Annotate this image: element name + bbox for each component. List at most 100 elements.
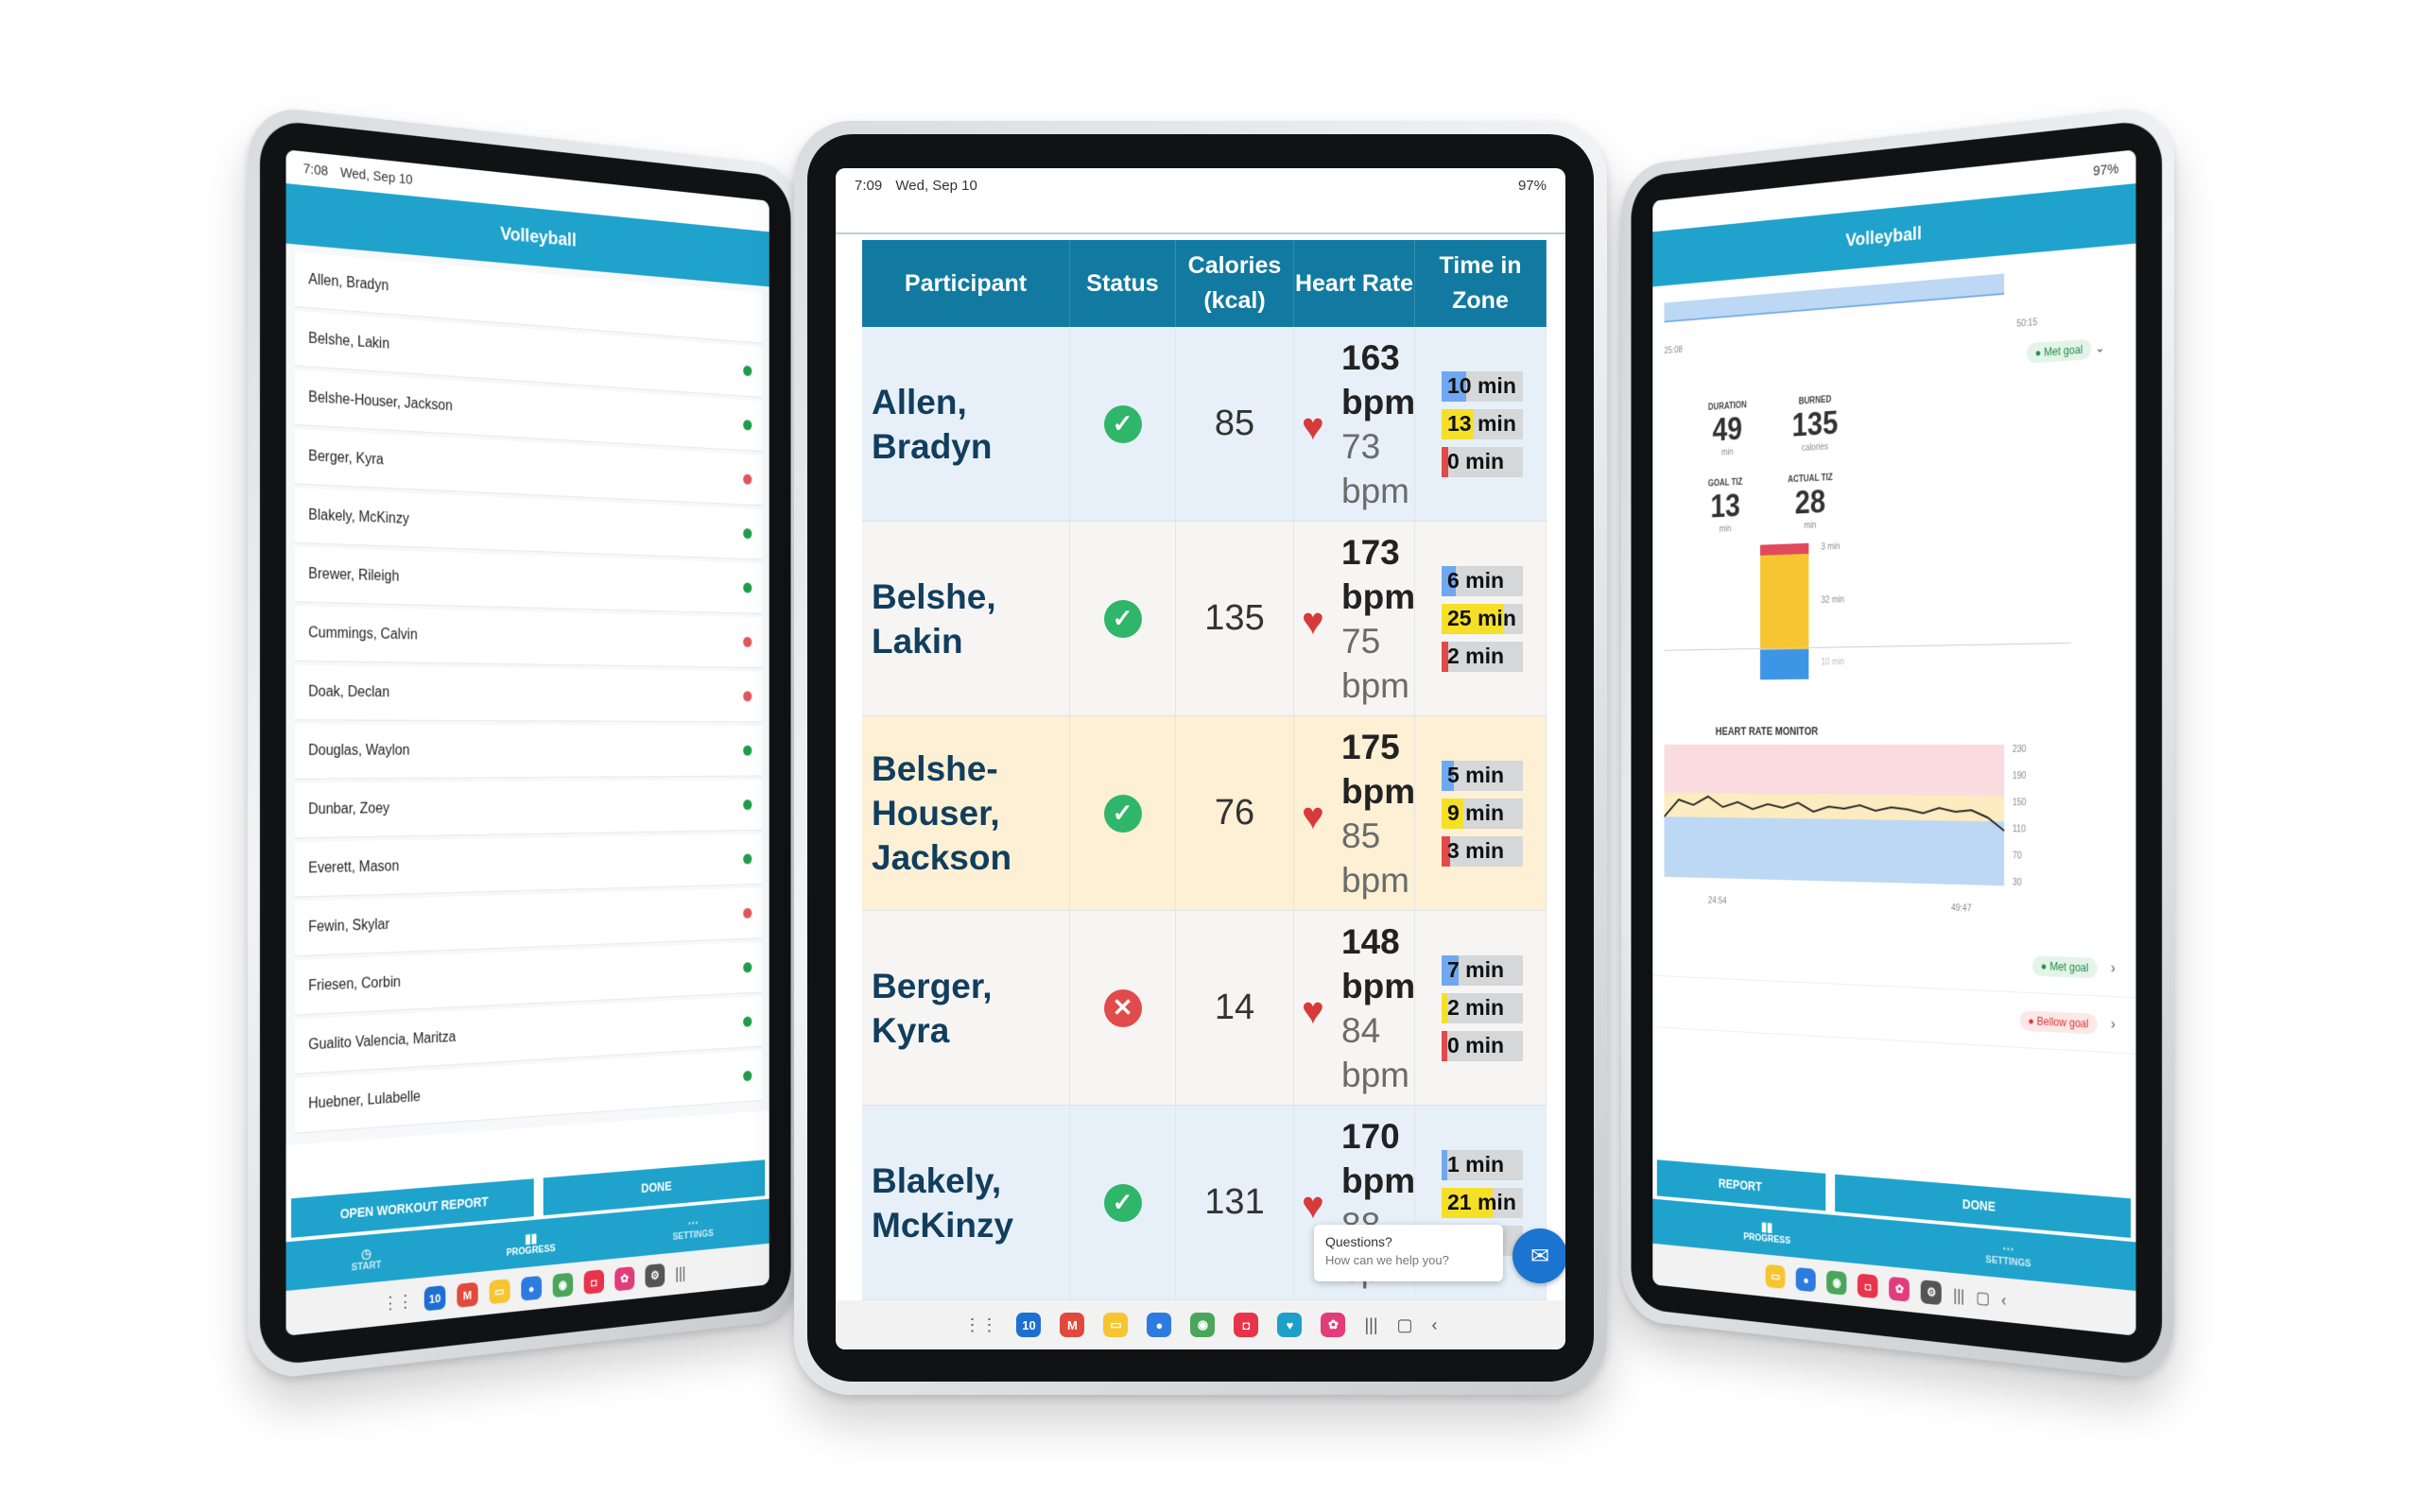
chat-prompt[interactable]: Questions? How can we help you?: [1314, 1225, 1503, 1281]
list-item[interactable]: Cummings, Calvin: [295, 606, 762, 667]
heart-rate-current: 170: [1341, 1114, 1415, 1159]
list-item[interactable]: Everett, Mason: [295, 833, 762, 896]
hr-tick-label: 70: [2013, 851, 2027, 862]
zone-bar-red: 3 min: [1442, 836, 1523, 867]
recent-apps-icon[interactable]: |||: [1953, 1285, 1964, 1305]
status-dot-icon: [743, 1016, 752, 1026]
status-dot-icon: [743, 962, 752, 972]
gmail-app-icon[interactable]: M: [457, 1282, 477, 1308]
zone-bar-yellow: 25 min: [1442, 604, 1523, 634]
camera-app-icon[interactable]: ◘: [1234, 1313, 1258, 1337]
heart-rate-current: 163: [1341, 335, 1415, 380]
app-drawer-icon[interactable]: ⋮⋮: [383, 1291, 413, 1314]
actual-tiz-stat: ACTUAL TIZ 28 min: [1788, 472, 1833, 531]
table-row[interactable]: Allen, Bradyn ✓ 85 ♥ 163 bpm 73 bpm 10 min 13 min…: [862, 327, 1547, 522]
table-row[interactable]: Belshe, Lakin ✓ 135 ♥ 173 bpm 75 bpm 6 min 25 min…: [862, 522, 1547, 716]
files-app-icon[interactable]: ▭: [490, 1279, 510, 1304]
list-item[interactable]: Dunbar, Zoey: [295, 780, 762, 837]
right-tablet-bezel: 97% Volleyball 25:08 50:15 ● Met goal ⌄: [1631, 118, 2162, 1366]
list-item[interactable]: Douglas, Waylon: [295, 724, 762, 779]
files-app-icon[interactable]: ▭: [1766, 1264, 1786, 1289]
back-icon[interactable]: ‹: [1432, 1315, 1438, 1335]
calendar-app-icon[interactable]: 10: [1016, 1313, 1041, 1337]
nav-settings[interactable]: ⋯ SETTINGS: [1985, 1240, 2031, 1270]
fitness-app-icon[interactable]: ♥: [1277, 1313, 1302, 1337]
bar-label-yellow: 32 min: [1821, 595, 1844, 606]
hrm-title: HEART RATE MONITOR: [1716, 724, 2122, 737]
participant-name: Berger, Kyra: [308, 448, 384, 469]
zone-bar-yellow: 2 min: [1442, 993, 1523, 1023]
back-icon[interactable]: ‹: [2001, 1290, 2006, 1310]
chevron-down-icon[interactable]: ⌄: [2095, 339, 2105, 355]
zone-bar-red: 0 min: [1442, 447, 1523, 477]
camera-app-icon[interactable]: ◘: [584, 1269, 604, 1295]
axis-end-label: 50:15: [2016, 318, 2037, 329]
status-cell: ✓: [1070, 1106, 1176, 1299]
met-goal-badge[interactable]: ● Met goal: [2027, 338, 2091, 363]
hr-tick-label: 110: [2013, 824, 2027, 834]
status-battery: 97%: [1518, 178, 1547, 194]
bar-label-blue: 10 min: [1821, 658, 1844, 668]
files-app-icon[interactable]: ▭: [1103, 1313, 1128, 1337]
nav-settings[interactable]: ⋯ SETTINGS: [673, 1214, 714, 1243]
recent-apps-icon[interactable]: |||: [675, 1263, 685, 1283]
messages-app-icon[interactable]: ●: [521, 1276, 542, 1301]
recent-apps-icon[interactable]: |||: [1364, 1315, 1377, 1335]
table-body: Allen, Bradyn ✓ 85 ♥ 163 bpm 73 bpm 10 min 13 min…: [862, 327, 1547, 1300]
chevron-right-icon: ›: [2111, 1016, 2116, 1033]
messages-app-icon[interactable]: ●: [1147, 1313, 1171, 1337]
hr-axis-start: 24:54: [1708, 896, 1727, 906]
chat-icon[interactable]: ✉: [1512, 1228, 1565, 1283]
table-header: Participant Status Calories (kcal) Heart Ra…: [862, 240, 1547, 327]
hr-y-axis: 230 190 150 110 70 30: [2013, 745, 2027, 888]
chrome-app-icon[interactable]: ◉: [1190, 1313, 1215, 1337]
flower-app-icon[interactable]: ✿: [1890, 1277, 1910, 1302]
chrome-app-icon[interactable]: ◉: [553, 1273, 573, 1298]
duration-stat: DURATION 49 min: [1708, 401, 1747, 458]
chrome-app-icon[interactable]: ◉: [1826, 1270, 1846, 1296]
status-dot-icon: [743, 746, 752, 756]
heart-rate-average: 73: [1341, 424, 1415, 469]
zone-bar-yellow: 9 min: [1442, 799, 1523, 829]
participant-name: Allen, Bradyn: [862, 327, 1070, 521]
heart-icon: ♥: [1302, 798, 1324, 835]
table-row[interactable]: Berger, Kyra ✕ 14 ♥ 148 bpm 84 bpm 7 min 2 min 0 m…: [862, 911, 1547, 1106]
app-drawer-icon[interactable]: ⋮⋮: [963, 1315, 997, 1335]
bar-label-red: 3 min: [1821, 541, 1840, 552]
flower-app-icon[interactable]: ✿: [1321, 1313, 1345, 1337]
calendar-app-icon[interactable]: 10: [424, 1285, 446, 1311]
settings-app-icon[interactable]: ⚙: [1921, 1280, 1942, 1305]
participant-name: Belshe, Lakin: [862, 522, 1070, 715]
heart-rate-cell: ♥ 163 bpm 73 bpm: [1294, 327, 1415, 521]
stats-row-1: DURATION 49 min BURNED 135 calories: [1708, 376, 2122, 459]
column-header: Status: [1070, 240, 1176, 327]
list-item[interactable]: Brewer, Rileigh: [295, 547, 762, 613]
gmail-app-icon[interactable]: M: [1060, 1313, 1084, 1337]
status-dot-icon: [743, 528, 752, 539]
x-icon: ✕: [1104, 989, 1142, 1027]
below-goal-badge: ● Bellow goal: [2020, 1010, 2098, 1035]
list-item[interactable]: Doak, Declan: [295, 665, 762, 722]
heart-rate-unit: bpm: [1341, 964, 1415, 1008]
column-header: Time in Zone: [1415, 240, 1547, 327]
camera-app-icon[interactable]: ◘: [1858, 1273, 1878, 1298]
status-dot-icon: [743, 637, 752, 647]
flower-app-icon[interactable]: ✿: [614, 1266, 634, 1291]
home-icon[interactable]: ▢: [1976, 1287, 1990, 1308]
nav-progress[interactable]: ▮▮ PROGRESS: [507, 1228, 556, 1258]
home-icon[interactable]: ▢: [1397, 1315, 1413, 1335]
participant-name: Fewin, Skylar: [308, 917, 389, 936]
zone-bar-yellow: 21 min: [1442, 1188, 1523, 1218]
table-row[interactable]: Belshe-Houser, Jackson ✓ 76 ♥ 175 bpm 85 bpm 5 m…: [862, 716, 1547, 911]
zone-bar-blue: 6 min: [1442, 566, 1523, 596]
heart-icon: ♥: [1302, 992, 1324, 1030]
nav-progress[interactable]: ▮▮ PROGRESS: [1743, 1217, 1790, 1246]
zone-label: 0 min: [1442, 449, 1504, 474]
status-battery: 97%: [2093, 161, 2118, 180]
settings-app-icon[interactable]: ⚙: [645, 1263, 665, 1288]
messages-app-icon[interactable]: ●: [1796, 1267, 1816, 1292]
met-goal-badge: ● Met goal: [2032, 955, 2097, 978]
status-dot-icon: [743, 1071, 752, 1082]
nav-start[interactable]: ◷ START: [352, 1245, 382, 1273]
zone-bar-red: 2 min: [1442, 642, 1523, 672]
